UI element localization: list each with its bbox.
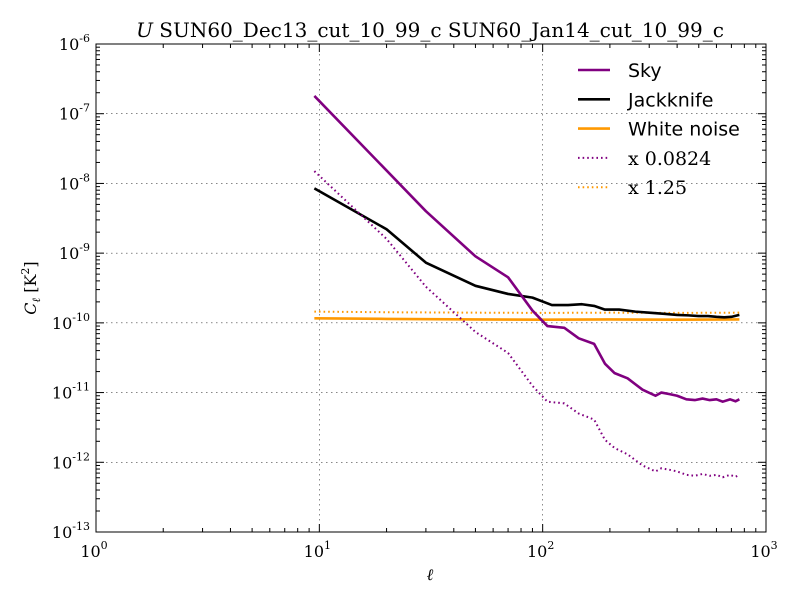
legend-label-jackknife: Jackknife — [627, 89, 713, 111]
series-line-sky — [313, 95, 740, 403]
x-tick-label-exponent: 1 — [324, 539, 331, 552]
x-tick-label: 101 — [304, 539, 331, 561]
y-tick-label-exponent: -6 — [79, 32, 90, 45]
chart-title: U SUN60_Dec13_cut_10_99_c SUN60_Jan14_cu… — [136, 18, 724, 42]
x-tick-label-base: 10 — [80, 542, 100, 561]
y-tick-label: 10-12 — [52, 450, 90, 472]
x-tick-label-exponent: 3 — [771, 539, 778, 552]
y-tick-label-exponent: -12 — [72, 450, 90, 463]
y-tick-label: 10-10 — [52, 311, 90, 333]
y-tick-label: 10-9 — [59, 241, 90, 263]
y-tick-label-exponent: -9 — [79, 241, 90, 254]
x-tick-label: 100 — [80, 539, 107, 561]
y-tick-label-base: 10 — [52, 384, 72, 403]
x-tick-label-base: 10 — [304, 542, 324, 561]
x-tick-label-base: 10 — [750, 542, 770, 561]
y-tick-label-base: 10 — [59, 174, 79, 193]
legend-label-x-0-0824: x 0.0824 — [628, 148, 711, 170]
legend: Sky Jackknife White noise x 0.0824 x 1.25 — [578, 60, 740, 199]
legend-label-white-noise: White noise — [628, 119, 740, 141]
y-tick-label: 10-13 — [52, 520, 90, 542]
title-symbol: U — [136, 18, 154, 42]
y-tick-label-exponent: -13 — [72, 520, 90, 533]
series-line-jackknife — [313, 187, 740, 319]
y-tick-label-base: 10 — [52, 523, 72, 542]
y-label-unit-superscript: 2 — [19, 268, 32, 275]
legend-label-sky: Sky — [628, 60, 662, 82]
y-axis-label: Cℓ [K2] — [19, 261, 43, 314]
tick-labels: 100 101 102 10310-1310-1210-1110-1010-910-8… — [52, 32, 778, 561]
y-label-symbol: C — [21, 302, 40, 314]
axis-ticks — [95, 43, 767, 533]
y-tick-label-base: 10 — [52, 453, 72, 472]
y-tick-label-exponent: -11 — [72, 381, 90, 394]
y-tick-label-exponent: -7 — [79, 102, 90, 115]
title-text: SUN60_Dec13_cut_10_99_c SUN60_Jan14_cut_… — [153, 18, 724, 42]
y-tick-label-exponent: -10 — [72, 311, 90, 324]
y-tick-label-base: 10 — [52, 314, 72, 333]
legend-label-x-1-25: x 1.25 — [628, 177, 687, 199]
x-tick-label-exponent: 2 — [547, 539, 554, 552]
y-tick-label-exponent: -8 — [79, 171, 90, 184]
series-group — [313, 95, 740, 479]
x-axis-label: ℓ — [427, 565, 434, 584]
y-tick-label: 10-7 — [59, 102, 90, 124]
y-label-subscript: ℓ — [30, 297, 43, 302]
x-tick-label: 102 — [527, 539, 554, 561]
y-label-unit: [K — [21, 274, 40, 298]
y-label-unit-close: ] — [21, 261, 40, 267]
y-tick-label: 10-6 — [59, 32, 90, 54]
y-tick-label-base: 10 — [59, 35, 79, 54]
y-tick-label: 10-8 — [59, 171, 90, 193]
y-tick-label-base: 10 — [59, 105, 79, 124]
x-tick-label-exponent: 0 — [101, 539, 108, 552]
series-line-x-0-0824 — [313, 170, 740, 479]
grid — [96, 44, 766, 532]
series-line-white-noise — [314, 317, 740, 322]
x-tick-label: 103 — [750, 539, 777, 561]
y-tick-label-base: 10 — [59, 244, 79, 263]
y-tick-label: 10-11 — [52, 381, 90, 403]
x-tick-label-base: 10 — [527, 542, 547, 561]
plot-area-frame — [95, 43, 767, 533]
